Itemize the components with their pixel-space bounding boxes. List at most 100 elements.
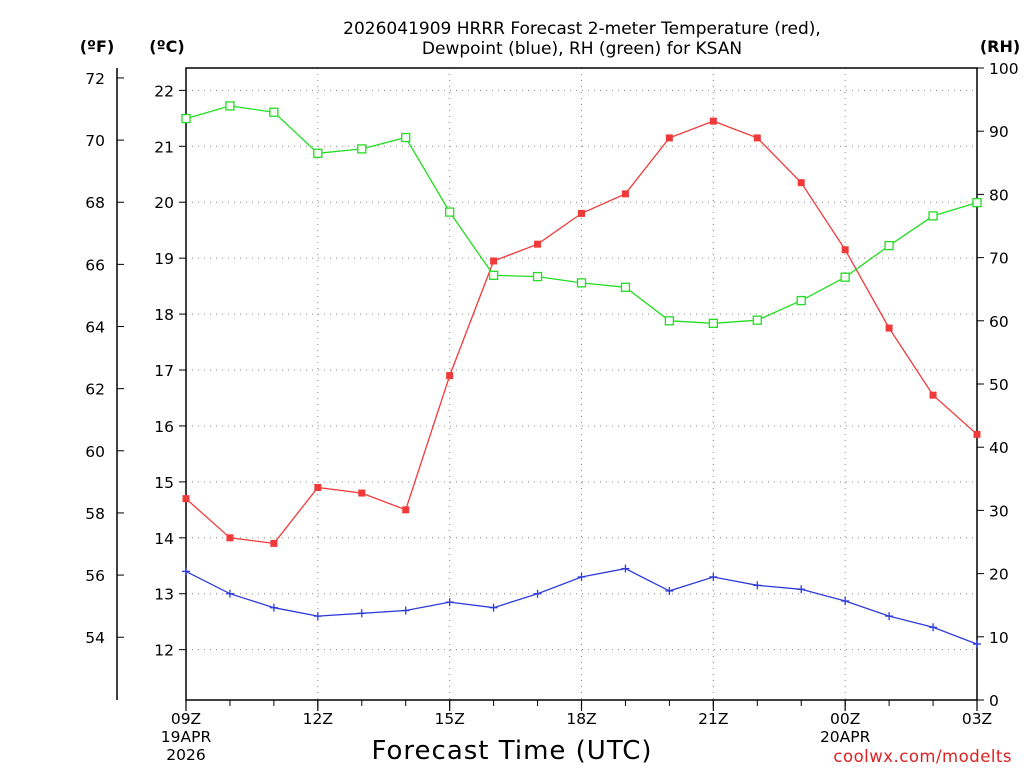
celsius-tick-label-21: 21 xyxy=(154,138,174,156)
2-meter-temperature-point-11 xyxy=(665,134,673,142)
2-meter-temperature-point-0 xyxy=(182,495,190,503)
rh-point-14 xyxy=(796,295,806,306)
2-meter-temperature-point-17 xyxy=(929,391,937,399)
dewpoint-point-0 xyxy=(182,567,190,576)
rh-point-7 xyxy=(488,270,499,280)
2-meter-temperature-point-1 xyxy=(226,534,234,542)
fahrenheit-tick-label-64: 64 xyxy=(85,319,105,337)
x-tick-date-09Z: 19APR xyxy=(161,728,212,746)
fahrenheit-tick-label-72: 72 xyxy=(85,70,105,88)
celsius-tick-label-16: 16 xyxy=(154,418,174,436)
credit-text: coolwx.com/modelts xyxy=(833,747,1012,766)
dewpoint-point-16 xyxy=(885,612,894,621)
dewpoint-point-2 xyxy=(269,603,278,612)
2-meter-temperature-point-18 xyxy=(973,430,981,438)
dewpoint-point-8 xyxy=(533,589,542,598)
x-tick-label-03Z: 03Z xyxy=(962,710,992,728)
x-tick-label-12Z: 12Z xyxy=(303,710,333,728)
series-layer xyxy=(181,101,982,649)
rh-point-6 xyxy=(445,207,455,217)
celsius-tick-label-13: 13 xyxy=(154,586,174,604)
celsius-tick-label-15: 15 xyxy=(154,474,174,492)
dewpoint-point-1 xyxy=(225,589,234,598)
rh-point-9 xyxy=(576,278,587,288)
rh-tick-label-0: 0 xyxy=(989,692,999,710)
rh-point-10 xyxy=(620,282,631,292)
rh-tick-label-100: 100 xyxy=(989,60,1019,78)
2-meter-temperature-point-14 xyxy=(797,179,805,187)
rh-unit-label: (RH) xyxy=(980,37,1020,56)
dewpoint-point-3 xyxy=(313,612,322,621)
2-meter-temperature-point-12 xyxy=(709,117,717,125)
dewpoint-point-11 xyxy=(665,586,674,595)
x-tick-label-21Z: 21Z xyxy=(698,710,728,728)
celsius-tick-label-19: 19 xyxy=(154,250,174,268)
rh-tick-label-60: 60 xyxy=(989,313,1009,331)
fahrenheit-tick-label-66: 66 xyxy=(85,256,105,274)
dewpoint-point-12 xyxy=(709,572,718,581)
rh-point-17 xyxy=(928,211,938,221)
x-tick-date-00Z: 20APR xyxy=(820,728,871,746)
fahrenheit-tick-label-56: 56 xyxy=(85,567,105,585)
fahrenheit-tick-label-60: 60 xyxy=(85,443,105,461)
fahrenheit-tick-label-70: 70 xyxy=(85,132,105,150)
x-axis-label: Forecast Time (UTC) xyxy=(371,736,652,766)
rh-point-8 xyxy=(532,271,543,282)
x-tick-label-00Z: 00Z xyxy=(830,710,860,728)
rh-point-16 xyxy=(884,240,894,251)
rh-point-2 xyxy=(269,107,279,117)
x-tick-label-09Z: 09Z xyxy=(171,710,201,728)
fahrenheit-tick-label-58: 58 xyxy=(85,505,105,523)
x-tick-label-15Z: 15Z xyxy=(434,710,464,728)
2-meter-temperature-point-2 xyxy=(270,539,278,547)
2-meter-temperature-point-4 xyxy=(358,489,366,497)
rh-point-0 xyxy=(181,113,191,124)
rh-point-3 xyxy=(313,148,323,158)
2-meter-temperature-point-5 xyxy=(402,506,410,514)
chart-subtitle: Dewpoint (blue), RH (green) for KSAN xyxy=(422,39,742,59)
2-meter-temperature-point-16 xyxy=(885,324,893,332)
dewpoint-point-14 xyxy=(797,585,806,594)
2-meter-temperature-point-6 xyxy=(446,372,454,380)
rh-point-18 xyxy=(972,197,982,208)
rh-tick-label-90: 90 xyxy=(989,123,1009,141)
2-meter-temperature-point-3 xyxy=(314,483,322,491)
2-meter-temperature-point-10 xyxy=(621,190,629,198)
rh-point-13 xyxy=(752,315,762,325)
fahrenheit-tick-label-54: 54 xyxy=(85,629,105,647)
rh-point-1 xyxy=(225,101,235,111)
celsius-tick-label-20: 20 xyxy=(154,194,174,212)
rh-tick-label-20: 20 xyxy=(989,566,1009,584)
dewpoint-point-7 xyxy=(489,603,498,612)
fahrenheit-tick-label-68: 68 xyxy=(85,194,105,212)
rh-point-15 xyxy=(840,272,850,282)
rh-tick-label-70: 70 xyxy=(989,250,1009,268)
2-meter-temperature-point-13 xyxy=(753,134,761,142)
axes: 12 13 14 15 16 17 18 19 20 21 22 54 56 58 60 62 64 66 68 70… xyxy=(85,60,1018,764)
x-tick-year-09Z: 2026 xyxy=(166,746,205,764)
chart-title: 2026041909 HRRR Forecast 2-meter Tempera… xyxy=(343,19,821,39)
rh-point-5 xyxy=(401,132,411,143)
x-tick-label-18Z: 18Z xyxy=(566,710,596,728)
rh-tick-label-50: 50 xyxy=(989,376,1009,394)
dewpoint-point-10 xyxy=(621,564,630,573)
celsius-tick-label-14: 14 xyxy=(154,530,174,548)
2-meter-temperature-point-9 xyxy=(578,209,585,217)
dewpoint-point-13 xyxy=(753,581,762,590)
rh-point-11 xyxy=(664,316,675,326)
rh-tick-label-30: 30 xyxy=(989,502,1009,520)
2-meter-temperature-point-7 xyxy=(490,257,498,265)
rh-tick-label-80: 80 xyxy=(989,186,1009,204)
rh-tick-label-40: 40 xyxy=(989,439,1009,457)
celsius-unit-label: (ºC) xyxy=(149,37,184,56)
fahrenheit-unit-label: (ºF) xyxy=(80,37,115,56)
dewpoint-point-6 xyxy=(445,598,454,607)
dewpoint-point-5 xyxy=(401,606,410,615)
dewpoint-point-4 xyxy=(357,609,366,618)
2-meter-temperature-point-8 xyxy=(534,240,542,248)
rh-tick-label-10: 10 xyxy=(989,629,1009,647)
dewpoint-point-18 xyxy=(973,640,981,649)
rh-point-4 xyxy=(357,144,367,154)
